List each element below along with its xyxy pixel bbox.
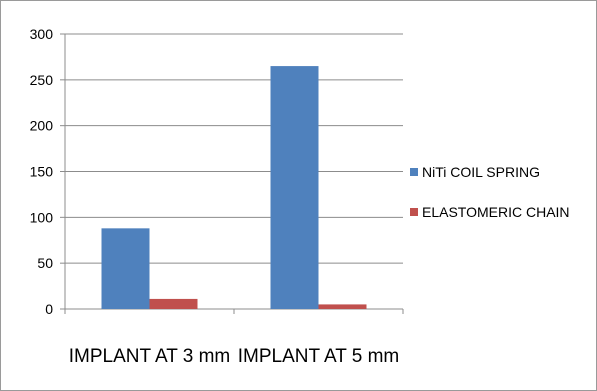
- y-tick-label: 250: [30, 72, 54, 88]
- y-tick-label: 0: [45, 301, 53, 317]
- x-category-label: IMPLANT AT 5 mm: [238, 346, 400, 367]
- x-category-label: IMPLANT AT 3 mm: [69, 346, 231, 367]
- legend-swatch: [410, 168, 418, 176]
- y-tick-label: 200: [30, 118, 54, 134]
- y-tick-label: 300: [30, 26, 54, 42]
- y-tick-label: 150: [30, 164, 54, 180]
- legend-label: ELASTOMERIC CHAIN: [422, 204, 570, 220]
- legend-swatch: [410, 208, 418, 216]
- bar-niti-coil-spring: [101, 228, 150, 309]
- bar-niti-coil-spring: [270, 66, 319, 309]
- bar-elastomeric-chain: [149, 298, 198, 309]
- y-tick-label: 50: [37, 255, 53, 271]
- legend-label: NiTi COIL SPRING: [422, 164, 540, 180]
- y-tick-label: 100: [30, 209, 54, 225]
- bar-elastomeric-chain: [318, 304, 367, 309]
